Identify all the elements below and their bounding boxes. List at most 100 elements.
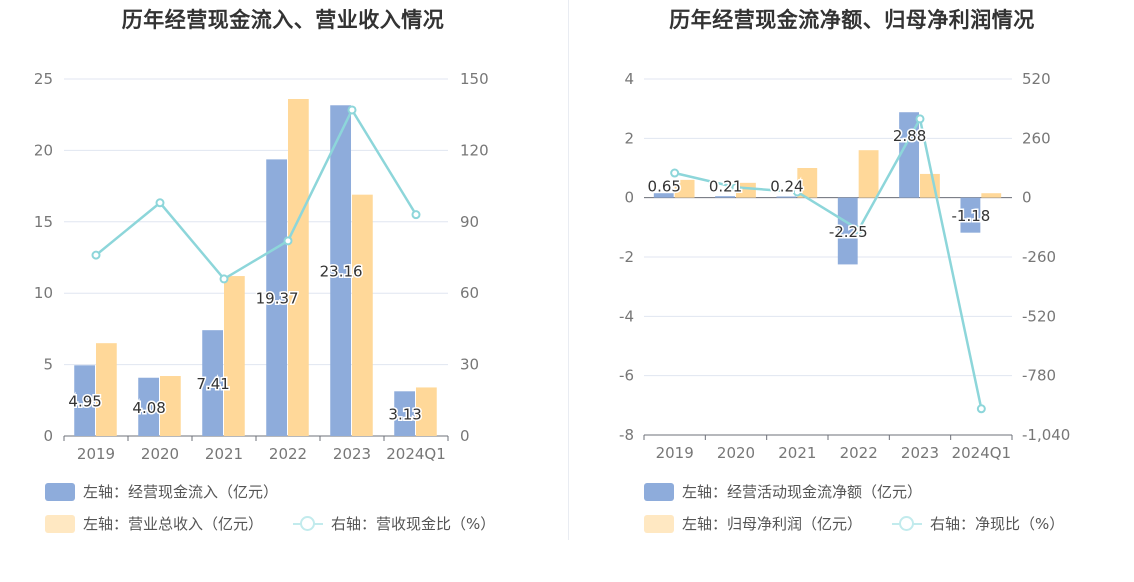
bar-data-label: 23.16 xyxy=(320,263,363,281)
bar xyxy=(96,343,117,436)
bar xyxy=(797,168,818,198)
panel-divider xyxy=(568,0,569,540)
line-point xyxy=(792,187,802,197)
line-point xyxy=(411,210,421,220)
chart-plot-area: 0 0 5 30 10 60 15 90 20 120 25 150 2019 2020 2021 2022 2… xyxy=(34,70,489,463)
legend-item[interactable]: 右轴：净现比（%） xyxy=(892,513,1064,534)
bar xyxy=(74,365,95,436)
x-axis-tick-label: 2019 xyxy=(77,445,115,463)
legend-swatch xyxy=(644,482,674,501)
bar xyxy=(160,376,181,436)
bar-data-label: 4.08 xyxy=(132,399,165,417)
left-axis-tick-label: 0 xyxy=(624,189,634,207)
bar-data-label: -1.18 xyxy=(952,207,991,225)
right-axis-tick-label: 520 xyxy=(1022,70,1051,88)
right-axis-tick-label: -1,040 xyxy=(1022,426,1070,444)
right-axis-tick-label: 0 xyxy=(1022,189,1032,207)
left-axis-tick-label: 2 xyxy=(624,129,634,147)
legend-item[interactable]: 左轴：经营现金流入（亿元） xyxy=(45,481,278,502)
bar xyxy=(288,98,309,436)
bar xyxy=(330,105,351,436)
bar-data-label: -2.25 xyxy=(829,223,868,241)
legend-label: 右轴：营收现金比（%） xyxy=(331,515,496,533)
bar xyxy=(981,193,1002,198)
legend-item[interactable]: 左轴：归母净利润（亿元） xyxy=(644,513,862,534)
chart-title: 历年经营现金流入、营业收入情况 xyxy=(121,8,445,32)
chart-panel-left: 历年经营现金流入、营业收入情况 0 0 5 30 10 60 15 90 20 120 25 150 2… xyxy=(0,0,566,582)
line-point xyxy=(283,236,293,246)
left-axis-tick-label: 10 xyxy=(34,284,53,302)
x-axis-tick-label: 2020 xyxy=(717,444,755,462)
chart-panel-right: 历年经营现金流净额、归母净利润情况 -8 -1,040 -6 -780 -4 -520 -2… xyxy=(570,0,1134,582)
bar-data-label: 0.21 xyxy=(709,178,742,196)
left-axis-tick-label: 20 xyxy=(34,141,53,159)
chart-title: 历年经营现金流净额、归母净利润情况 xyxy=(669,8,1035,32)
bar xyxy=(674,179,695,198)
bar-data-label: 0.24 xyxy=(770,178,803,196)
x-axis-tick-label: 2021 xyxy=(778,444,816,462)
line-point xyxy=(976,404,986,414)
left-axis-tick-label: 4 xyxy=(624,70,634,88)
bar xyxy=(899,112,919,198)
bar xyxy=(960,197,981,233)
x-axis-tick-label: 2020 xyxy=(141,445,179,463)
bar xyxy=(837,197,858,265)
x-axis-tick-label: 2021 xyxy=(205,445,243,463)
bar xyxy=(858,150,879,198)
bar xyxy=(352,194,373,436)
left-axis-tick-label: -2 xyxy=(619,248,634,266)
bar xyxy=(394,391,415,436)
legend-swatch xyxy=(644,514,674,533)
legend-item[interactable]: 左轴：经营活动现金流净额（亿元） xyxy=(644,481,922,502)
left-axis-tick-label: 0 xyxy=(43,427,53,445)
bar-data-label: 19.37 xyxy=(256,290,299,308)
line-point xyxy=(670,168,680,178)
line-point xyxy=(155,198,165,208)
line-point xyxy=(854,225,864,235)
bar xyxy=(202,330,223,436)
legend-item[interactable]: 右轴：营收现金比（%） xyxy=(293,513,495,534)
legend-line-swatch xyxy=(293,515,323,533)
left-axis-tick-label: -8 xyxy=(619,426,634,444)
legend-line-swatch xyxy=(892,515,922,533)
line-point xyxy=(91,250,101,260)
right-axis-tick-label: 260 xyxy=(1022,129,1051,147)
right-axis-tick-label: -260 xyxy=(1022,248,1056,266)
left-axis-tick-label: 25 xyxy=(34,70,53,88)
x-axis-tick-label: 2023 xyxy=(333,445,371,463)
line-point xyxy=(731,182,741,192)
bar xyxy=(266,159,287,436)
x-axis-tick-label: 2022 xyxy=(269,445,307,463)
legend-label: 左轴：经营活动现金流净额（亿元） xyxy=(682,483,923,501)
right-axis-tick-label: 60 xyxy=(460,284,479,302)
x-axis-tick-label: 2024Q1 xyxy=(952,444,1012,462)
bar-data-label: 0.65 xyxy=(648,178,681,196)
bar-data-label: 3.13 xyxy=(388,406,421,424)
right-axis-tick-label: 30 xyxy=(460,356,479,374)
bar xyxy=(715,196,735,198)
right-axis-tick-label: 150 xyxy=(460,70,489,88)
x-axis-tick-label: 2022 xyxy=(840,444,878,462)
x-axis-tick-label: 2023 xyxy=(901,444,939,462)
left-axis-tick-label: -4 xyxy=(619,307,634,325)
legend-label: 左轴：营业总收入（亿元） xyxy=(83,515,264,533)
x-axis-tick-label: 2024Q1 xyxy=(386,445,446,463)
legend-label: 左轴：经营现金流入（亿元） xyxy=(83,483,279,501)
left-axis-tick-label: 15 xyxy=(34,213,53,231)
bar xyxy=(416,387,437,436)
bar-data-label: 2.88 xyxy=(893,127,926,145)
right-axis-tick-label: -780 xyxy=(1022,367,1056,385)
legend-label: 左轴：归母净利润（亿元） xyxy=(682,515,863,533)
right-axis-tick-label: -520 xyxy=(1022,307,1056,325)
bar-data-label: 7.41 xyxy=(196,375,229,393)
series-line xyxy=(95,107,418,281)
line-point xyxy=(347,105,357,115)
line-point xyxy=(915,114,925,124)
legend-swatch xyxy=(45,514,75,533)
right-axis-tick-label: 120 xyxy=(460,141,489,159)
legend-item[interactable]: 左轴：营业总收入（亿元） xyxy=(45,513,263,534)
bar xyxy=(224,276,245,436)
series-line xyxy=(674,115,983,410)
x-axis-tick-label: 2019 xyxy=(656,444,694,462)
left-axis-tick-label: -6 xyxy=(619,367,634,385)
